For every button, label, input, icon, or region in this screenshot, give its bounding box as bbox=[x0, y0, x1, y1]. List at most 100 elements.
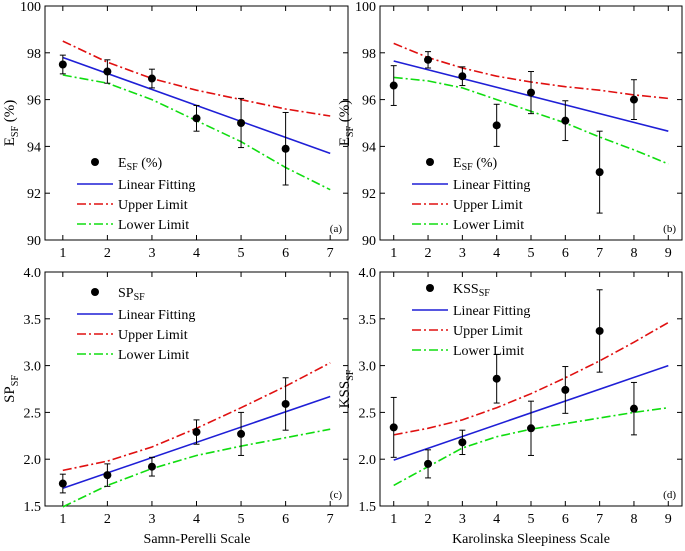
y-tick-label: 2.0 bbox=[24, 453, 42, 468]
y-axis-label-sub: SF bbox=[10, 375, 21, 387]
panel-d: 1 2 3 4 5 6 7 8 91.52.02.53.03.54.0KSSSFKSSSFLin… bbox=[337, 266, 683, 527]
y-tick-label: 90 bbox=[27, 234, 41, 249]
data-point bbox=[527, 424, 535, 433]
x-tick-label: 4 bbox=[493, 246, 500, 261]
y-tick-label: 3.0 bbox=[24, 360, 42, 375]
panel-label: (b) bbox=[663, 223, 676, 235]
data-point bbox=[561, 116, 570, 125]
legend-label-points: ESF (%) bbox=[453, 156, 498, 173]
data-point bbox=[595, 168, 604, 177]
data-point bbox=[58, 479, 67, 488]
panel-label: (a) bbox=[330, 223, 343, 235]
legend-lower-limit-label: Lower Limit bbox=[118, 348, 189, 363]
y-tick-label: 94 bbox=[27, 140, 41, 155]
y-tick-label: 2.5 bbox=[359, 406, 377, 421]
x-axis-label-right: Karolinska Sleepiness Scale bbox=[452, 532, 610, 547]
legend: SPSF Linear Fitting Upper Limit Lower Limit bbox=[77, 286, 195, 363]
plot-frame bbox=[379, 271, 683, 507]
x-tick-label: 3 bbox=[148, 246, 155, 261]
x-tick-label: 7 bbox=[596, 246, 603, 261]
data-point bbox=[389, 81, 398, 90]
y-axis-label: ESF (%) bbox=[2, 100, 21, 147]
x-tick-label: 6 bbox=[562, 246, 569, 261]
upper-limit-line bbox=[62, 40, 331, 117]
y-tick-label: 1.5 bbox=[359, 500, 377, 515]
y-tick-label: 94 bbox=[362, 140, 376, 155]
x-tick-label: 5 bbox=[238, 246, 245, 261]
x-tick-label: 7 bbox=[596, 512, 603, 527]
legend-marker-points bbox=[426, 284, 434, 292]
legend-upper-limit-label: Upper Limit bbox=[118, 328, 188, 343]
legend-upper-limit-label: Upper Limit bbox=[453, 324, 523, 339]
y-tick-label: 1.5 bbox=[24, 500, 42, 515]
legend-marker-points bbox=[91, 158, 99, 166]
y-tick-label: 96 bbox=[27, 94, 41, 109]
legend-marker-points bbox=[426, 158, 434, 166]
x-tick-label: 5 bbox=[528, 246, 535, 261]
x-tick-label: 9 bbox=[665, 246, 672, 261]
legend-upper-limit-label: Upper Limit bbox=[118, 198, 188, 213]
data-point bbox=[281, 399, 290, 408]
legend-label-points: KSSSF bbox=[453, 282, 490, 299]
y-tick-label: 2.0 bbox=[359, 453, 377, 468]
x-tick-label: 6 bbox=[282, 246, 289, 261]
panel-label: (c) bbox=[330, 489, 343, 501]
legend-upper-limit-label: Upper Limit bbox=[453, 198, 523, 213]
data-point bbox=[237, 119, 246, 127]
data-point bbox=[192, 428, 201, 437]
legend-lower-limit-label: Lower Limit bbox=[118, 218, 189, 233]
upper-limit-line bbox=[62, 362, 331, 472]
y-axis-label: ESF (%) bbox=[337, 100, 356, 147]
y-tick-label: 3.0 bbox=[359, 360, 377, 375]
x-tick-label: 9 bbox=[665, 512, 672, 527]
data-point bbox=[147, 74, 156, 83]
legend-linear-fitting-label: Linear Fitting bbox=[453, 304, 530, 319]
data-point bbox=[103, 67, 112, 76]
y-tick-label: 3.5 bbox=[24, 313, 42, 328]
data-point bbox=[527, 88, 535, 97]
data-point bbox=[389, 423, 398, 432]
y-axis-label: KSSSF bbox=[337, 369, 356, 408]
x-tick-label: 5 bbox=[238, 512, 245, 527]
legend-lower-limit-label: Lower Limit bbox=[453, 344, 524, 359]
y-tick-label: 4.0 bbox=[359, 266, 377, 281]
y-tick-label: 90 bbox=[362, 234, 376, 249]
y-axis-label-sub: SF bbox=[345, 369, 356, 381]
y-axis-label-sub: SF bbox=[10, 126, 21, 138]
legend-linear-fitting-label: Linear Fitting bbox=[118, 178, 195, 193]
legend-lower-limit-label: Lower Limit bbox=[453, 218, 524, 233]
data-point bbox=[237, 429, 246, 438]
x-tick-label: 6 bbox=[282, 512, 289, 527]
data-point bbox=[192, 114, 201, 123]
data-point bbox=[629, 404, 638, 413]
y-axis-label-sub: SF bbox=[345, 126, 356, 138]
x-tick-label: 8 bbox=[630, 246, 637, 261]
x-tick-label: 1 bbox=[59, 246, 66, 261]
x-tick-label: 1 bbox=[390, 246, 397, 261]
x-tick-label: 4 bbox=[493, 512, 500, 527]
data-point bbox=[492, 121, 501, 130]
x-tick-label: 6 bbox=[562, 512, 569, 527]
y-axis-label-main: KSS bbox=[337, 381, 353, 409]
y-axis-label-unit: (%) bbox=[337, 100, 353, 126]
data-point bbox=[492, 374, 501, 383]
data-point bbox=[595, 326, 604, 335]
data-point bbox=[458, 72, 467, 81]
y-axis-label: SPSF bbox=[2, 375, 21, 403]
x-tick-label: 4 bbox=[193, 246, 200, 261]
legend-label-points: SPSF bbox=[118, 286, 145, 303]
data-point bbox=[103, 471, 112, 480]
y-tick-label: 92 bbox=[27, 187, 41, 202]
x-tick-label: 3 bbox=[459, 246, 466, 261]
data-point bbox=[58, 60, 67, 69]
data-point bbox=[147, 462, 156, 471]
legend-label-points: ESF (%) bbox=[118, 156, 163, 173]
y-tick-label: 100 bbox=[20, 0, 41, 15]
y-axis-label-main: E bbox=[2, 137, 18, 146]
x-tick-label: 2 bbox=[425, 512, 432, 527]
x-tick-label: 3 bbox=[459, 512, 466, 527]
legend: ESF (%) Linear Fitting Upper Limit Lower Li… bbox=[412, 156, 530, 233]
